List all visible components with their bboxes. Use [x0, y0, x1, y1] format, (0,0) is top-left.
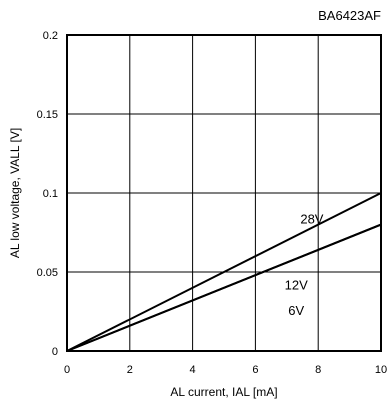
y-tick-label-4: 0.2: [43, 30, 58, 42]
series-lines: [66, 192, 382, 352]
y-axis-label: AL low voltage, VALL [V]: [8, 128, 22, 258]
series-label-6V: 6V: [288, 303, 304, 318]
series-label-28V: 28V: [300, 211, 323, 226]
grid: [67, 35, 381, 351]
x-tick-label-5: 10: [375, 364, 387, 376]
x-tick-label-0: 0: [64, 364, 70, 376]
y-tick-label-3: 0.15: [37, 109, 58, 121]
y-tick-label-1: 0.05: [37, 267, 58, 279]
y-tick-label-2: 0.1: [43, 188, 58, 200]
x-tick-labels: 0 2 4 6 8 10: [64, 364, 387, 376]
x-tick-label-2: 4: [190, 364, 196, 376]
series-line-28V: [66, 192, 382, 352]
x-axis-label: AL current, IAL [mA]: [170, 385, 277, 399]
plot-frame: [66, 34, 382, 352]
y-tick-labels: 0 0.05 0.1 0.15 0.2: [37, 30, 58, 358]
x-tick-label-3: 6: [252, 364, 258, 376]
series-labels: 28V 12V 6V: [285, 211, 324, 318]
series-line-6V: [66, 223, 382, 352]
series-label-12V: 12V: [285, 278, 308, 293]
part-number: BA6423AF: [318, 8, 381, 23]
x-tick-label-4: 8: [315, 364, 321, 376]
x-tick-label-1: 2: [127, 364, 133, 376]
y-tick-label-0: 0: [52, 346, 58, 358]
